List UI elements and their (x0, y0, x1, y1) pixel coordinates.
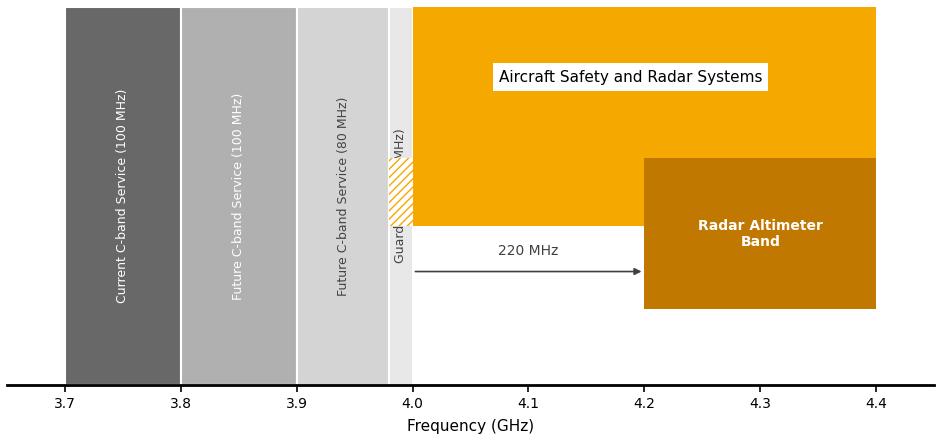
Bar (645, 158, 876, 309)
Text: Current C-band Service (100 MHz): Current C-band Service (100 MHz) (117, 89, 129, 303)
Bar (181, 7, 296, 385)
Bar (390, 158, 412, 226)
Bar (296, 7, 390, 385)
Bar (390, 158, 412, 226)
Text: Future C-band Service (80 MHz): Future C-band Service (80 MHz) (337, 96, 349, 295)
Text: Radar Altimeter
Band: Radar Altimeter Band (698, 219, 822, 249)
Text: 220 MHz: 220 MHz (498, 244, 559, 258)
Text: Future C-band Service (100 MHz): Future C-band Service (100 MHz) (232, 92, 246, 299)
Bar (412, 7, 876, 226)
Text: Guard Band (20 MHz): Guard Band (20 MHz) (394, 129, 407, 263)
Bar (390, 7, 412, 385)
Text: Aircraft Safety and Radar Systems: Aircraft Safety and Radar Systems (499, 70, 762, 85)
X-axis label: Frequency (GHz): Frequency (GHz) (407, 419, 534, 434)
Bar (65, 7, 181, 385)
